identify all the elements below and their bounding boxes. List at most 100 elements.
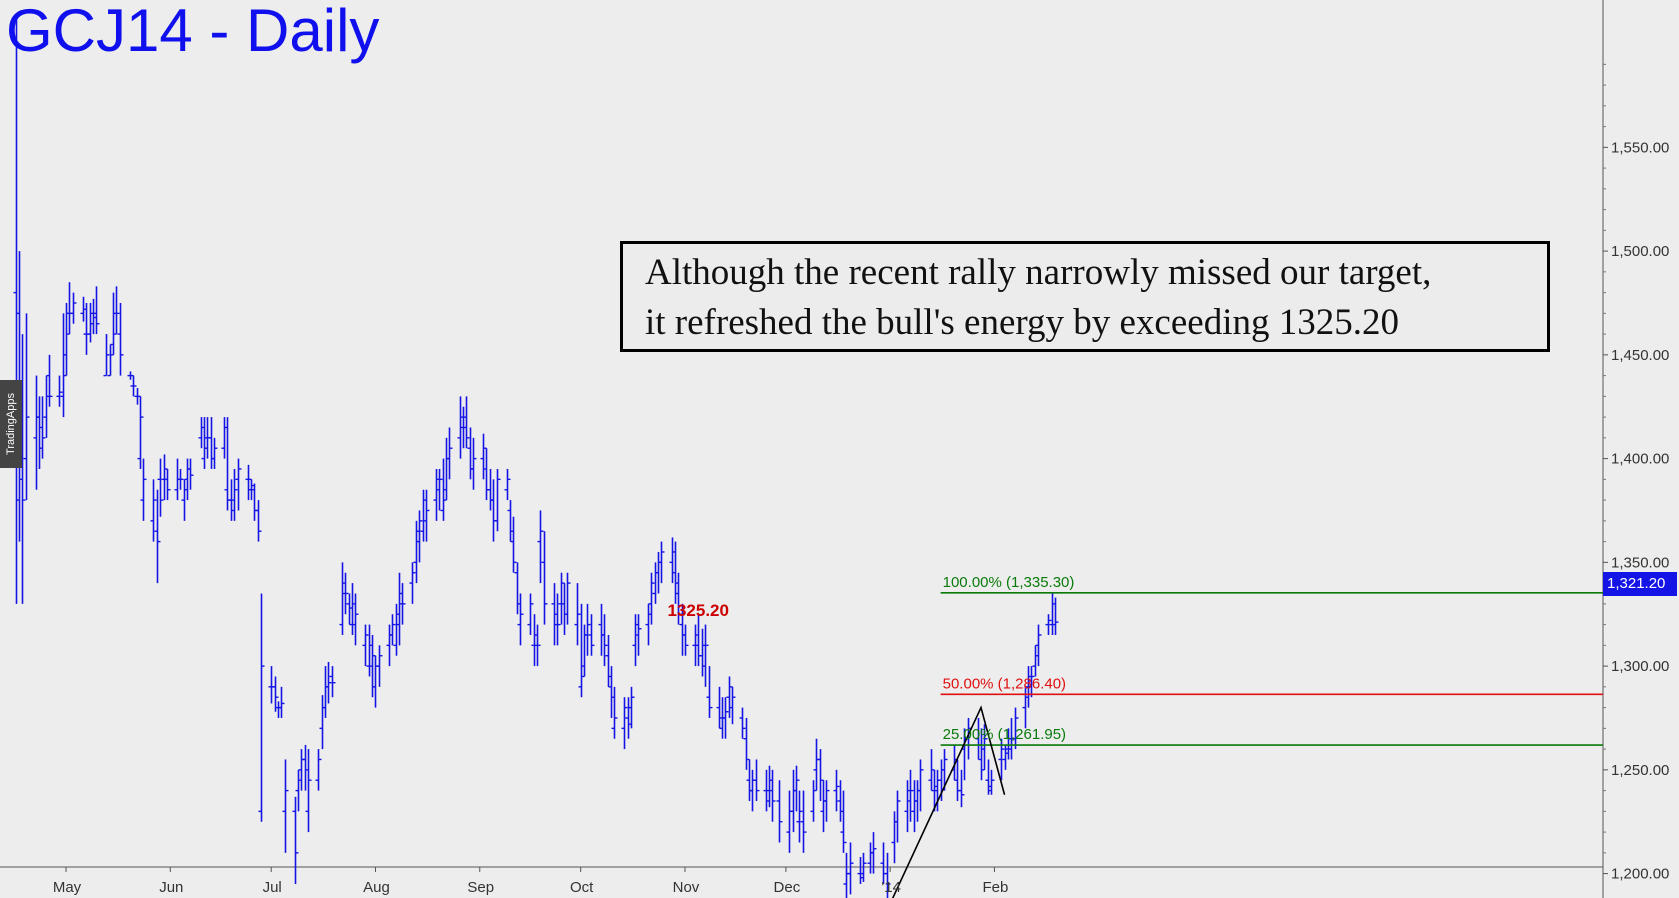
ohlc-bar [184,458,191,501]
chart-title: GCJ14 - Daily [6,0,380,64]
ohlc-bar [621,697,628,750]
ohlc-bar [706,666,713,718]
ohlc-bar [13,18,20,604]
ohlc-bar [840,790,847,853]
ohlc-bar [315,749,322,791]
ohlc-bar [672,541,679,604]
ohlc-bar [1022,686,1029,729]
ohlc-bar [272,676,279,712]
x-tick-label: Oct [570,879,594,896]
y-tick-label: 1,250.00 [1611,762,1669,779]
ohlc-bar [1049,593,1056,635]
ohlc-bar [103,334,110,377]
ohlc-bar [833,769,840,812]
ohlc-bar [648,572,655,625]
ohlc-bar [722,697,729,739]
ohlc-bar [420,489,427,542]
ohlc-bar [504,468,511,501]
ohlc-bar [164,468,171,501]
ohlc-bar [187,458,194,490]
ohlc-bar [416,510,423,563]
x-tick-label: '14 [881,879,901,896]
ohlc-bar [605,634,612,687]
ohlc-bar [221,417,228,459]
ohlc-bar [514,562,521,615]
ohlc-bar [201,417,208,469]
ohlc-bar [295,769,302,812]
x-tick-label: Nov [673,879,700,896]
ohlc-bar [329,666,336,698]
ohlc-bar [255,500,262,542]
ohlc-bar [729,686,736,725]
ohlc-bar [981,724,988,770]
ohlc-bar [813,738,820,791]
x-tick-label: May [53,879,82,896]
x-tick-label: Jun [159,879,183,896]
ohlc-bar [1052,597,1059,635]
last-price-tag: 1,321.20 [1603,572,1677,596]
ohlc-bar [66,282,73,335]
ohlc-bar [541,531,548,625]
ohlc-bar [985,759,992,795]
ohlc-bar [43,375,50,438]
ohlc-bar [110,292,117,355]
ohlc-bar [93,286,100,335]
ohlc-bar [584,603,591,656]
ohlc-bar [487,468,494,511]
ohlc-bar [739,707,746,739]
ohlc-bar [399,583,406,625]
ohlc-bar [682,624,689,656]
ohlc-bar [70,292,77,324]
ohlc-bar [611,686,618,739]
y-tick-label: 1,300.00 [1611,658,1669,675]
ohlc-bar [655,551,662,594]
ohlc-bar [951,744,958,781]
ohlc-bar [298,749,305,791]
overlay-layer [891,592,1603,898]
ohlc-bar [369,634,376,698]
ohlc-bar [1012,707,1019,750]
ohlc-bar [880,842,887,884]
ohlc-bar [904,780,911,833]
ohlc-bar [208,417,215,469]
ohlc-bar [352,593,359,646]
ohlc-bar [928,749,935,791]
ohlc-bar [140,458,147,521]
ohlc-bar [645,603,652,646]
ohlc-bar [820,780,827,833]
abc-pattern-line [891,705,1006,898]
ohlc-bar [702,624,709,687]
ohlc-bar [258,593,265,822]
ohlc-bar [884,852,891,898]
ohlc-bar [786,790,793,853]
ohlc-bar [433,468,440,521]
ohlc-bar [561,583,568,635]
ohlc-bar [463,396,470,449]
ohlc-bar [800,790,807,853]
ohlc-bar [349,583,356,635]
ohlc-bar [278,686,285,718]
ohlc-bar [632,614,639,667]
ohlc-bar [628,686,635,729]
ohlc-bar [743,717,750,770]
ohlc-bar [150,479,157,542]
ohlc-bar [36,396,43,469]
ohlc-bar [847,842,854,895]
ohlc-bar [460,406,467,449]
ohlc-bar [268,666,275,704]
ohlc-bar [823,780,830,822]
ohlc-bar [130,375,137,397]
ohlc-bar [483,448,490,501]
y-tick-label: 1,450.00 [1611,347,1669,364]
ohlc-bar [891,811,898,864]
ohlc-bar [161,454,168,501]
ohlc-bar [581,624,588,677]
fib-level-label: 25.00% (1,261.95) [943,726,1066,743]
ohlc-bar [113,286,120,335]
ohlc-bar [793,765,800,812]
ohlc-bar [211,437,218,469]
x-tick-label: Feb [983,879,1009,896]
ohlc-bar [554,593,561,646]
ohlc-bar [322,666,329,718]
